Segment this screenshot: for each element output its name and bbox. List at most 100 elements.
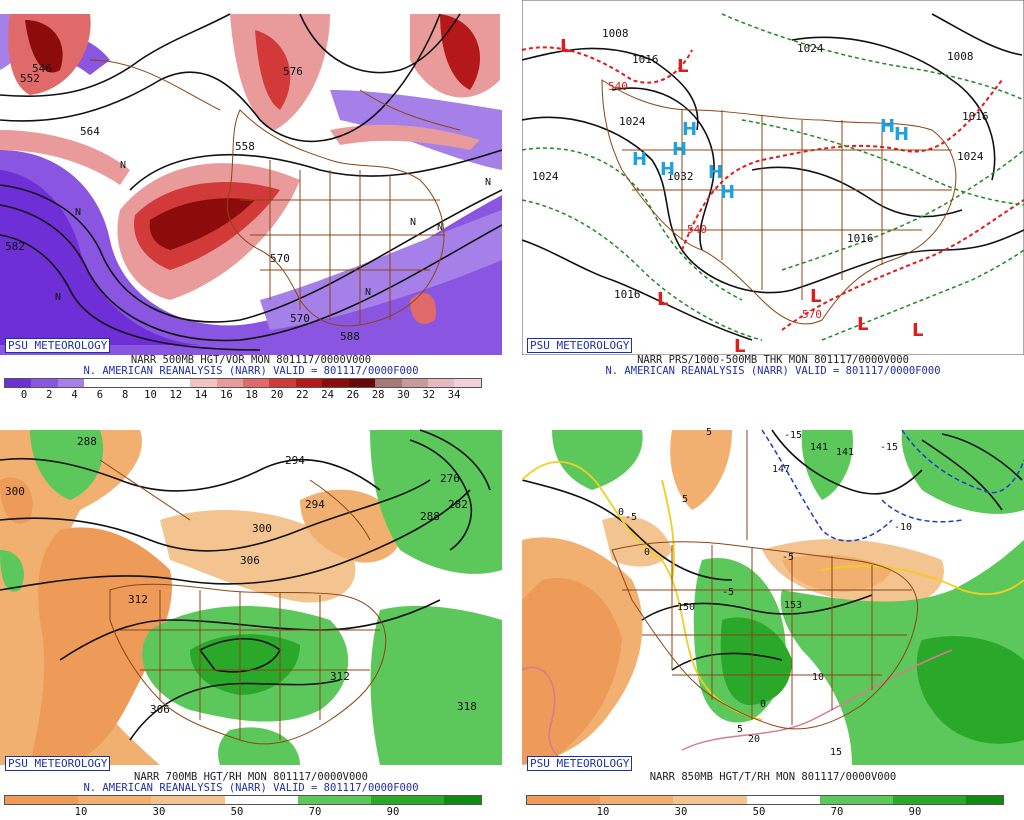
high-pressure-marker: H	[632, 149, 647, 170]
rh700-contour-label: 318	[457, 700, 477, 713]
high-pressure-marker: H	[894, 124, 909, 145]
rh700-contour-label: 306	[240, 554, 260, 567]
rh850-contour-label: -15	[880, 442, 898, 453]
low-pressure-marker: L	[657, 289, 668, 310]
isobar-label: 1024	[532, 170, 559, 183]
colorbar-segment	[188, 796, 225, 804]
panel-title: NARR 850MB HGT/T/RH MON 801117/0000V000	[649, 771, 897, 783]
rh700-contour-label: 306	[150, 703, 170, 716]
colorbar-segment	[110, 379, 138, 387]
colorbar-segment	[454, 379, 481, 387]
vort-min-mark: N	[75, 207, 81, 218]
colorbar-segment	[57, 379, 85, 387]
psu-meteorology-logo: PSU METEOROLOGY	[5, 756, 111, 771]
rh850-contour-label: -10	[894, 522, 912, 533]
colorbar-tick-label: 24	[321, 389, 334, 401]
vort-min-mark: N	[437, 222, 443, 233]
colorbar-segment	[527, 796, 564, 804]
vort-min-mark: N	[365, 287, 371, 298]
rh700-map: 288 300 294 288 276 282 294 306 312 300 …	[0, 429, 502, 775]
vort-min-mark: N	[55, 292, 61, 303]
vorticity-map: 552 546 576 558 582 570 570 564 588 N N …	[0, 13, 502, 355]
rh700-contour-label: 294	[305, 498, 325, 511]
isobar-label: 1032	[667, 170, 694, 183]
colorbar-tick-label: 10	[144, 389, 157, 401]
rh700-contour-label: 312	[128, 593, 148, 606]
panel-850mb-temp-rh: 141 -15 -15 -10 -5 5 5 0 0 -5 150 153 -5…	[522, 420, 1024, 820]
high-pressure-marker: H	[660, 159, 675, 180]
vort-contour-label: 552	[20, 72, 40, 85]
low-pressure-marker: L	[912, 320, 923, 341]
colorbar-tick-label: 50	[230, 806, 244, 818]
rh700-contour-label: 288	[77, 435, 97, 448]
colorbar-segment	[297, 796, 335, 804]
rh700-contour-label: 294	[285, 454, 305, 467]
colorbar-segment	[856, 796, 894, 804]
rh850-contour-label: 20	[748, 734, 760, 745]
rh850-contour-label: 141	[836, 447, 854, 458]
rh850-contour-label: -5	[782, 552, 794, 563]
panel-subtitle: N. AMERICAN REANALYSIS (NARR) VALID = 80…	[605, 365, 941, 377]
colorbar-segment	[78, 796, 115, 804]
low-pressure-marker: L	[857, 314, 868, 335]
colorbar-segment	[819, 796, 857, 804]
colorbar-segment	[84, 379, 111, 387]
colorbar-tick-label: 22	[295, 389, 309, 401]
isobar-label: 1024	[619, 115, 646, 128]
colorbar-segment	[371, 796, 408, 804]
colorbar-segment	[151, 796, 189, 804]
panel-500mb-vorticity: 552 546 576 558 582 570 570 564 588 N N …	[0, 0, 502, 401]
thickness-label: 540	[687, 223, 707, 236]
high-pressure-marker: H	[708, 162, 723, 183]
low-pressure-marker: L	[677, 56, 688, 77]
panel-subtitle: N. AMERICAN REANALYSIS (NARR) VALID = 80…	[83, 365, 419, 377]
colorbar-tick-label: 10	[74, 806, 88, 818]
colorbar-tick-label: 14	[194, 389, 208, 401]
colorbar-tick-label: 90	[386, 806, 400, 818]
panel-title: NARR 700MB HGT/RH MON 801117/0000V000	[134, 771, 368, 783]
rh850-contour-label: -5	[625, 512, 637, 523]
colorbar-segment	[348, 379, 376, 387]
rh700-contour-label: 300	[252, 522, 272, 535]
rh850-contour-label: 0	[618, 507, 624, 518]
panel-title: NARR PRS/1000-500MB THK MON 801117/0000V…	[637, 354, 909, 366]
colorbar-tick-label: 18	[245, 389, 259, 401]
isobar-label: 1008	[602, 27, 629, 40]
isobar-label: 1008	[947, 50, 974, 63]
colorbar-segment	[114, 796, 152, 804]
vort-contour-label: 582	[5, 240, 25, 253]
colorbar-segment	[783, 796, 820, 804]
colorbar-tick-label: 32	[422, 389, 436, 401]
colorbar-tick-label: 50	[752, 806, 766, 818]
colorbar-tick-label: 30	[152, 806, 166, 818]
colorbar-tick-label: 8	[122, 389, 129, 401]
colorbar-segment	[636, 796, 674, 804]
colorbar-tick-label: 20	[270, 389, 284, 401]
high-pressure-marker: H	[880, 116, 895, 137]
colorbar-tick-label: 34	[447, 389, 461, 401]
colorbar-segment	[407, 796, 445, 804]
rh850-contour-label: 5	[737, 724, 743, 735]
colorbar-tick-label: 70	[308, 806, 322, 818]
low-pressure-marker: L	[810, 286, 821, 307]
isobar-label: 1016	[614, 288, 641, 301]
rh850-contour-label: 147	[772, 464, 790, 475]
colorbar-segment	[401, 379, 428, 387]
panel-title: NARR 500MB HGT/VOR MON 801117/0000V000	[130, 354, 372, 366]
rh700-contour-label: 312	[330, 670, 350, 683]
high-pressure-marker: H	[672, 139, 687, 160]
colorbar-segment	[893, 796, 930, 804]
vort-contour-label: 570	[270, 252, 290, 265]
high-pressure-marker: H	[682, 119, 697, 140]
thickness-label: 540	[608, 80, 628, 93]
colorbar-segment	[216, 379, 243, 387]
vort-min-mark: N	[485, 177, 491, 188]
vort-contour-label: 588	[340, 330, 360, 343]
vort-contour-label: 558	[235, 140, 255, 153]
vorticity-colorbar-ticks: 0 2 4 6 8 10 12 14 16 18 20 22 24 26 28 30 32 34	[0, 389, 502, 401]
isobar-label: 1016	[847, 232, 874, 245]
rh850-contour-label: 150	[677, 602, 695, 613]
vort-contour-label: 570	[290, 312, 310, 325]
vort-min-mark: N	[410, 217, 416, 228]
rh850-contour-label: 10	[812, 672, 824, 683]
